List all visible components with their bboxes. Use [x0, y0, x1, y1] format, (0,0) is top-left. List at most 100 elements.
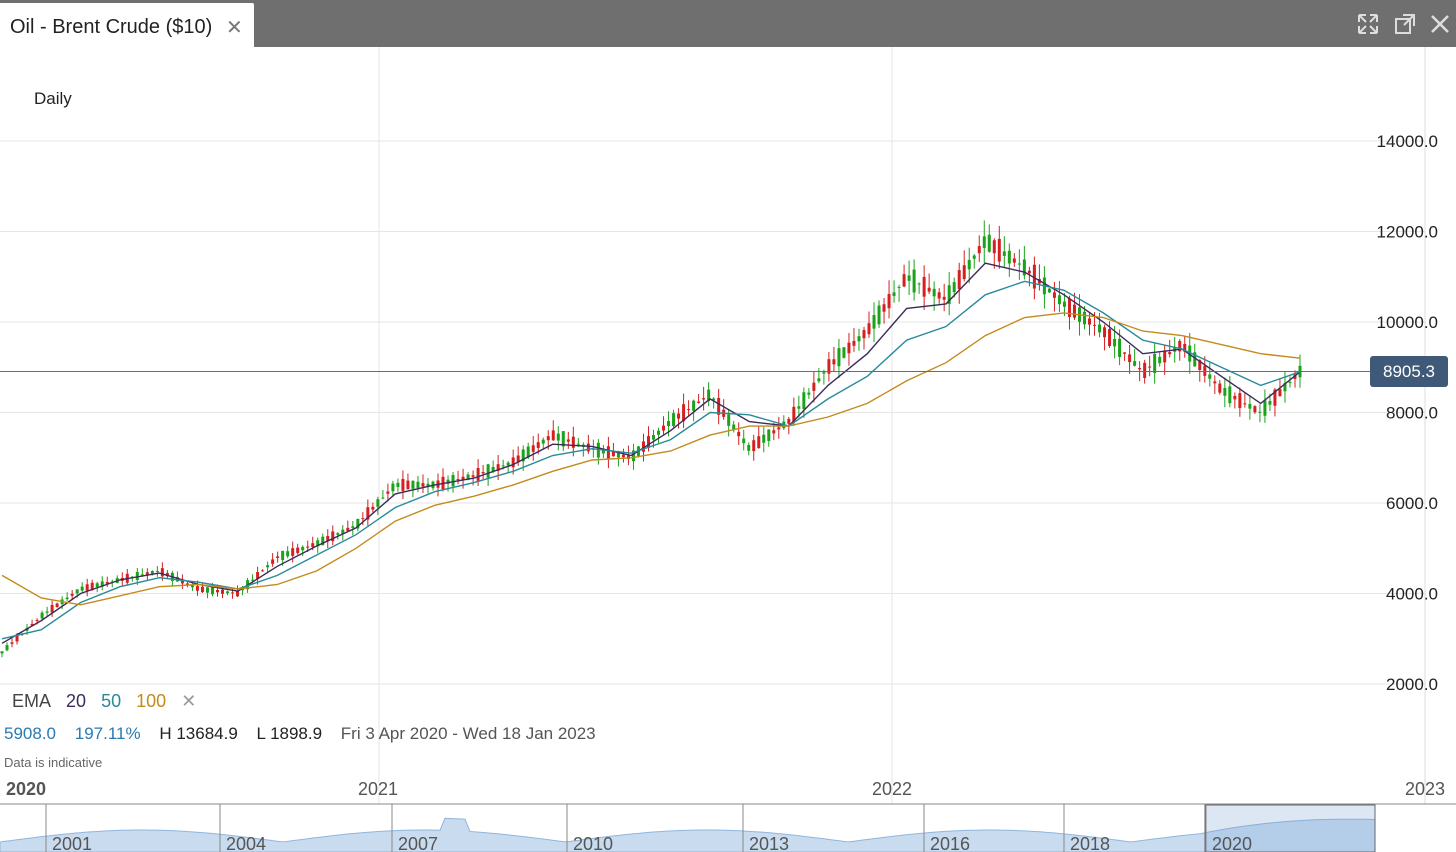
- x-tick-label: 2021: [358, 779, 398, 799]
- candle-body: [416, 481, 420, 489]
- candle-body: [521, 449, 525, 462]
- candle-body: [566, 439, 570, 442]
- candle-body: [727, 414, 731, 426]
- candle-body: [897, 286, 901, 288]
- close-icon[interactable]: [1428, 12, 1452, 36]
- candle-body: [832, 359, 836, 365]
- candle-body: [356, 519, 360, 529]
- candle-body: [421, 483, 425, 487]
- stats-row: 5908.0 197.11% H 13684.9 L 1898.9 Fri 3 …: [4, 724, 610, 744]
- candle-body: [912, 269, 916, 293]
- candle-body: [386, 491, 390, 494]
- candle-body: [1238, 393, 1242, 408]
- ema-100-label[interactable]: 100: [136, 691, 167, 711]
- candle-body: [65, 597, 69, 600]
- navigator-strip[interactable]: 2001 2004 2007 2010 2013 2016 2018 2020: [0, 803, 1456, 852]
- tab-title: Oil - Brent Crude ($10): [10, 16, 213, 38]
- candle-body: [1138, 367, 1142, 370]
- candle-body: [882, 304, 886, 312]
- candle-body: [200, 586, 204, 593]
- candle-body: [256, 572, 260, 579]
- candle-body: [105, 581, 109, 584]
- candle-body: [511, 457, 515, 468]
- navigator-year-label: 2004: [226, 834, 266, 852]
- y-tick-label: 14000.0: [1377, 132, 1438, 151]
- candle-body: [180, 579, 184, 584]
- candle-body: [185, 583, 189, 585]
- expand-icon[interactable]: [1356, 12, 1380, 36]
- candle-body: [10, 642, 14, 644]
- candle-body: [847, 342, 851, 354]
- candle-body: [231, 592, 235, 594]
- ema-50-label[interactable]: 50: [101, 691, 122, 711]
- candle-body: [476, 468, 480, 481]
- candle-body: [1133, 361, 1137, 366]
- price-chart[interactable]: 14000.0 12000.0 10000.0 8000.0 6000.0 4000.0 2…: [0, 47, 1456, 852]
- change-value: 5908.0: [4, 724, 56, 743]
- candlestick-series: [0, 220, 1302, 658]
- candle-body: [546, 436, 550, 441]
- candle-body: [697, 401, 701, 403]
- candle-body: [672, 413, 676, 426]
- data-note: Data is indicative: [4, 755, 103, 770]
- candle-body: [1148, 366, 1152, 368]
- candle-body: [145, 572, 149, 576]
- candle-body: [1083, 311, 1087, 325]
- candle-body: [1103, 327, 1107, 338]
- navigator-year-label: 2016: [930, 834, 970, 852]
- chart-tab[interactable]: Oil - Brent Crude ($10) ✕: [0, 3, 254, 47]
- candle-body: [1128, 354, 1132, 363]
- candle-body: [777, 427, 781, 430]
- candle-body: [486, 464, 490, 478]
- candle-body: [1163, 350, 1167, 363]
- candle-body: [952, 282, 956, 293]
- candle-body: [842, 347, 846, 358]
- candle-body: [601, 449, 605, 454]
- candle-body: [30, 623, 34, 626]
- candle-body: [50, 604, 54, 613]
- candle-body: [205, 587, 209, 593]
- candle-body: [1198, 360, 1202, 370]
- candle-body: [1233, 395, 1237, 400]
- x-axis-labels: 2020 2021 2022 2023: [6, 779, 1445, 799]
- candle-body: [80, 586, 84, 591]
- candle-body: [95, 583, 99, 588]
- candle-body: [466, 474, 470, 480]
- tab-close-icon[interactable]: ✕: [226, 17, 243, 39]
- remove-indicator-icon[interactable]: ✕: [181, 691, 197, 711]
- y-tick-label: 10000.0: [1377, 313, 1438, 332]
- candle-body: [737, 431, 741, 437]
- candle-body: [767, 429, 771, 442]
- candle-body: [1203, 365, 1207, 376]
- candle-body: [1072, 304, 1076, 318]
- candle-body: [296, 547, 300, 553]
- candle-body: [15, 635, 19, 642]
- candle-body: [140, 574, 144, 576]
- candle-body: [1098, 324, 1102, 333]
- title-bar: Oil - Brent Crude ($10) ✕: [0, 0, 1456, 47]
- candle-body: [907, 275, 911, 281]
- candle-body: [1288, 381, 1292, 383]
- candle-body: [536, 442, 540, 448]
- candle-body: [195, 586, 199, 591]
- candle-body: [997, 238, 1001, 262]
- candle-body: [1223, 387, 1227, 396]
- candle-body: [967, 259, 971, 270]
- ema-100-line: [1, 312, 1301, 606]
- candle-body: [341, 529, 345, 534]
- candle-body: [1113, 338, 1117, 347]
- candle-body: [657, 430, 661, 435]
- candle-body: [621, 454, 625, 458]
- ema-20-label[interactable]: 20: [66, 691, 87, 711]
- candle-body: [942, 296, 946, 300]
- indicator-legend: EMA 20 50 100 ✕: [12, 691, 206, 712]
- candle-body: [822, 372, 826, 374]
- candle-body: [336, 533, 340, 535]
- candle-body: [707, 389, 711, 402]
- candle-body: [561, 431, 565, 447]
- candle-body: [687, 409, 691, 411]
- candle-body: [1108, 329, 1112, 346]
- popout-icon[interactable]: [1393, 12, 1417, 36]
- candle-body: [541, 439, 545, 444]
- candle-body: [641, 441, 645, 452]
